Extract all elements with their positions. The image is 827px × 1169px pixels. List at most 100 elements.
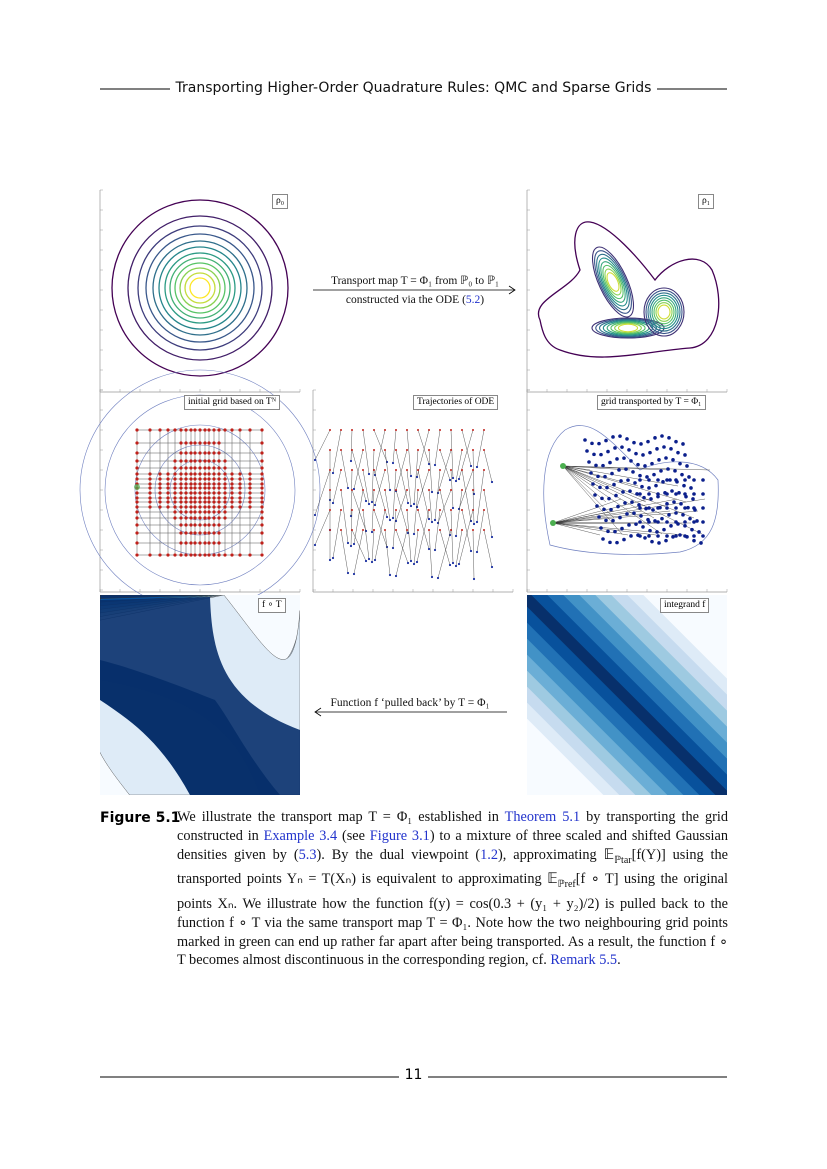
grid-point — [207, 510, 211, 514]
contour-plot — [100, 595, 300, 795]
grid-point — [648, 450, 652, 455]
trajectory — [417, 469, 430, 520]
grid-point — [606, 449, 610, 454]
grid-point — [135, 516, 139, 520]
trajectory — [350, 429, 353, 462]
grid-point — [207, 459, 211, 463]
contour — [111, 199, 289, 377]
start-point — [373, 449, 375, 451]
end-point — [388, 488, 392, 492]
link[interactable]: 1.2 — [480, 846, 499, 863]
grid-point — [223, 500, 227, 504]
start-point — [373, 469, 375, 471]
grid-point — [189, 472, 193, 476]
end-point — [313, 513, 317, 517]
grid-point — [665, 502, 669, 506]
grid-point — [217, 516, 221, 520]
grid-point — [627, 448, 631, 452]
legend: ρ₀ — [272, 194, 289, 209]
grid-point — [135, 500, 139, 504]
start-point — [461, 509, 463, 511]
grid-point — [135, 428, 139, 432]
grid-point — [223, 459, 227, 463]
grid-point — [193, 428, 197, 432]
grid-point — [173, 486, 177, 490]
end-point — [475, 520, 479, 524]
grid-point — [198, 459, 202, 463]
grid-point — [212, 477, 216, 481]
link[interactable]: 5.2 — [465, 294, 481, 306]
start-point — [340, 449, 342, 451]
end-point — [313, 458, 317, 462]
trajectory — [371, 489, 375, 533]
contour — [655, 302, 673, 322]
grid-point — [653, 519, 657, 523]
end-point — [370, 560, 374, 564]
grid-point — [198, 477, 202, 481]
grid-point — [184, 477, 188, 481]
link[interactable]: Remark 5.5 — [550, 952, 618, 969]
contour — [647, 292, 681, 332]
grid-point — [173, 472, 177, 476]
trajectory — [395, 449, 408, 492]
link[interactable]: Example 3.4 — [263, 827, 338, 844]
grid-point — [619, 479, 623, 483]
end-point — [436, 491, 440, 495]
contour — [184, 272, 216, 304]
trajectory — [552, 510, 671, 524]
grid-point — [148, 486, 152, 490]
contour — [653, 299, 675, 325]
grid-point — [223, 553, 227, 557]
trajectory — [384, 529, 391, 576]
grid-point — [207, 523, 211, 527]
end-point — [451, 561, 455, 565]
grid-point — [184, 441, 188, 445]
grid-point — [166, 505, 170, 509]
grid-point — [683, 520, 687, 524]
contour — [174, 262, 226, 314]
text: ). By the dual viewpoint ( — [316, 846, 481, 863]
grid-point — [207, 466, 211, 470]
link[interactable]: Theorem 5.1 — [504, 809, 581, 825]
grid-point — [692, 492, 696, 496]
grid-point — [230, 428, 234, 432]
grid-point — [184, 541, 188, 545]
grid-point — [603, 474, 607, 479]
link[interactable]: 5.3 — [298, 846, 317, 863]
grid-point — [207, 486, 211, 490]
grid-point — [184, 459, 188, 463]
grid-point — [238, 477, 242, 481]
grid-point — [660, 516, 664, 521]
band — [579, 595, 727, 743]
start-point — [483, 429, 485, 431]
grid-point — [223, 472, 227, 476]
grid-point — [615, 457, 619, 461]
grid-point — [212, 482, 216, 486]
trajectory — [476, 429, 485, 468]
end-point — [367, 502, 371, 506]
end-point — [490, 535, 494, 539]
end-point — [388, 518, 392, 522]
grid-point — [701, 506, 705, 510]
link[interactable]: Figure 3.1 — [369, 827, 430, 844]
grid-point — [189, 491, 193, 495]
start-point — [362, 509, 364, 511]
end-point — [388, 573, 392, 577]
grid-point — [158, 482, 162, 486]
trajectory — [371, 529, 375, 563]
contour — [649, 294, 679, 330]
panels — [79, 189, 728, 795]
grid-point — [135, 510, 139, 514]
grid-point — [212, 500, 216, 504]
trajectory — [416, 429, 430, 478]
start-point — [483, 529, 485, 531]
grid-point — [644, 506, 648, 511]
grid-point — [260, 500, 264, 504]
trajectory — [562, 465, 623, 535]
trajectory — [483, 489, 493, 538]
grid-point — [639, 442, 643, 446]
grid-point — [179, 472, 183, 476]
grid-point — [212, 496, 216, 500]
grid-point — [166, 496, 170, 500]
contour — [591, 246, 635, 318]
